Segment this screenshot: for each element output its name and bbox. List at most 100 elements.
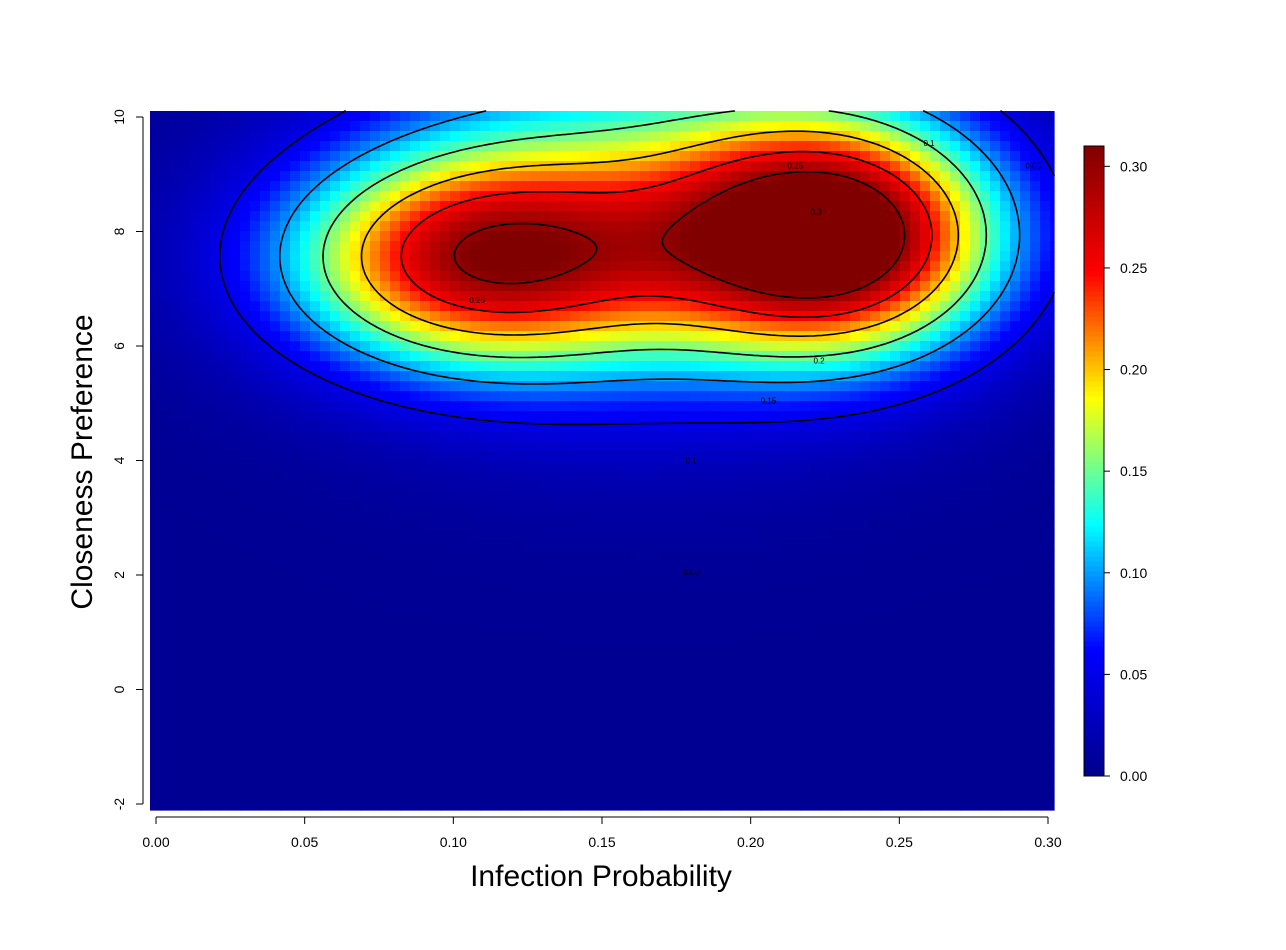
heatmap-cell xyxy=(730,491,741,502)
heatmap-cell xyxy=(220,461,231,472)
heatmap-cell xyxy=(440,561,451,572)
heatmap-cell xyxy=(260,301,271,312)
heatmap-cell xyxy=(750,181,761,192)
heatmap-cell xyxy=(330,161,341,172)
heatmap-cell xyxy=(920,271,931,282)
heatmap-cell xyxy=(910,241,921,252)
heatmap-cell xyxy=(290,401,301,412)
heatmap-cell xyxy=(970,651,981,662)
heatmap-cell xyxy=(790,471,801,482)
heatmap-cell xyxy=(860,191,871,202)
heatmap-cell xyxy=(550,541,561,552)
heatmap-cell xyxy=(240,481,251,492)
heatmap-cell xyxy=(510,181,521,192)
heatmap-cell xyxy=(410,281,421,292)
heatmap-cell xyxy=(480,611,491,622)
heatmap-cell xyxy=(360,341,371,352)
heatmap-cell xyxy=(430,231,441,242)
heatmap-cell xyxy=(370,461,381,472)
heatmap-cell xyxy=(260,561,271,572)
heatmap-cell xyxy=(620,491,631,502)
heatmap-cell xyxy=(970,321,981,332)
heatmap-cell xyxy=(950,401,961,412)
heatmap-cell xyxy=(290,221,301,232)
heatmap-cell xyxy=(480,181,491,192)
heatmap-cell xyxy=(600,611,611,622)
heatmap-cell xyxy=(530,281,541,292)
heatmap-cell xyxy=(1030,231,1041,242)
heatmap-cell xyxy=(920,241,931,252)
heatmap-cell xyxy=(290,461,301,472)
heatmap-cell xyxy=(920,131,931,142)
heatmap-cell xyxy=(380,361,391,372)
heatmap-cell xyxy=(930,291,941,302)
heatmap-cell xyxy=(260,581,271,592)
heatmap-cell xyxy=(660,141,671,152)
heatmap-cell xyxy=(630,131,641,142)
heatmap-cell xyxy=(280,531,291,542)
heatmap-cell xyxy=(260,281,271,292)
heatmap-cell xyxy=(500,431,511,442)
heatmap-cell xyxy=(970,311,981,322)
heatmap-cell xyxy=(360,111,371,122)
heatmap-cell xyxy=(610,481,621,492)
heatmap-cell xyxy=(160,421,171,432)
heatmap-cell xyxy=(220,621,231,632)
heatmap-cell xyxy=(670,281,681,292)
heatmap-cell xyxy=(350,211,361,222)
heatmap-cell xyxy=(1050,461,1055,472)
heatmap-cell xyxy=(160,561,171,572)
heatmap-cell xyxy=(470,301,481,312)
heatmap-cell xyxy=(540,451,551,462)
heatmap-cell xyxy=(400,231,411,242)
heatmap-cell xyxy=(270,201,281,212)
heatmap-cell xyxy=(400,141,411,152)
heatmap-cell xyxy=(350,391,361,402)
heatmap-cell xyxy=(700,371,711,382)
heatmap-cell xyxy=(240,571,251,582)
heatmap-cell xyxy=(860,131,871,142)
heatmap-cell xyxy=(650,471,661,482)
heatmap-cell xyxy=(770,381,781,392)
heatmap-cell xyxy=(830,111,841,122)
heatmap-cell xyxy=(690,451,701,462)
heatmap-cell xyxy=(440,451,451,462)
heatmap-cell xyxy=(300,181,311,192)
heatmap-cell xyxy=(490,611,501,622)
heatmap-cell xyxy=(560,641,571,652)
heatmap-cell xyxy=(640,211,651,222)
heatmap-cell xyxy=(630,151,641,162)
heatmap-cell xyxy=(950,221,961,232)
heatmap-cell xyxy=(530,301,541,312)
heatmap-cell xyxy=(850,271,861,282)
heatmap-cell xyxy=(200,331,211,342)
heatmap-cell xyxy=(340,251,351,262)
heatmap-cell xyxy=(370,341,381,352)
heatmap-cell xyxy=(1000,291,1011,302)
heatmap-cell xyxy=(530,321,541,332)
heatmap-cell xyxy=(450,221,461,232)
heatmap-cell xyxy=(850,251,861,262)
heatmap-cell xyxy=(760,211,771,222)
heatmap-cell xyxy=(320,541,331,552)
heatmap-cell xyxy=(900,531,911,542)
heatmap-cell xyxy=(530,291,541,302)
heatmap-cell xyxy=(510,491,521,502)
heatmap-cell xyxy=(620,141,631,152)
heatmap-cell xyxy=(650,641,661,652)
heatmap-cell xyxy=(410,611,421,622)
heatmap-cell xyxy=(480,511,491,522)
heatmap-cell xyxy=(150,291,161,302)
heatmap-cell xyxy=(890,611,901,622)
heatmap-cell xyxy=(450,351,461,362)
heatmap-cell xyxy=(230,121,241,132)
heatmap-cell xyxy=(890,591,901,602)
heatmap-cell xyxy=(390,471,401,482)
heatmap-cell xyxy=(530,641,541,652)
heatmap-cell xyxy=(910,361,921,372)
heatmap-cell xyxy=(460,431,471,442)
heatmap-cell xyxy=(830,221,841,232)
heatmap-cell xyxy=(1000,191,1011,202)
heatmap-cell xyxy=(260,631,271,642)
heatmap-cell xyxy=(900,321,911,332)
